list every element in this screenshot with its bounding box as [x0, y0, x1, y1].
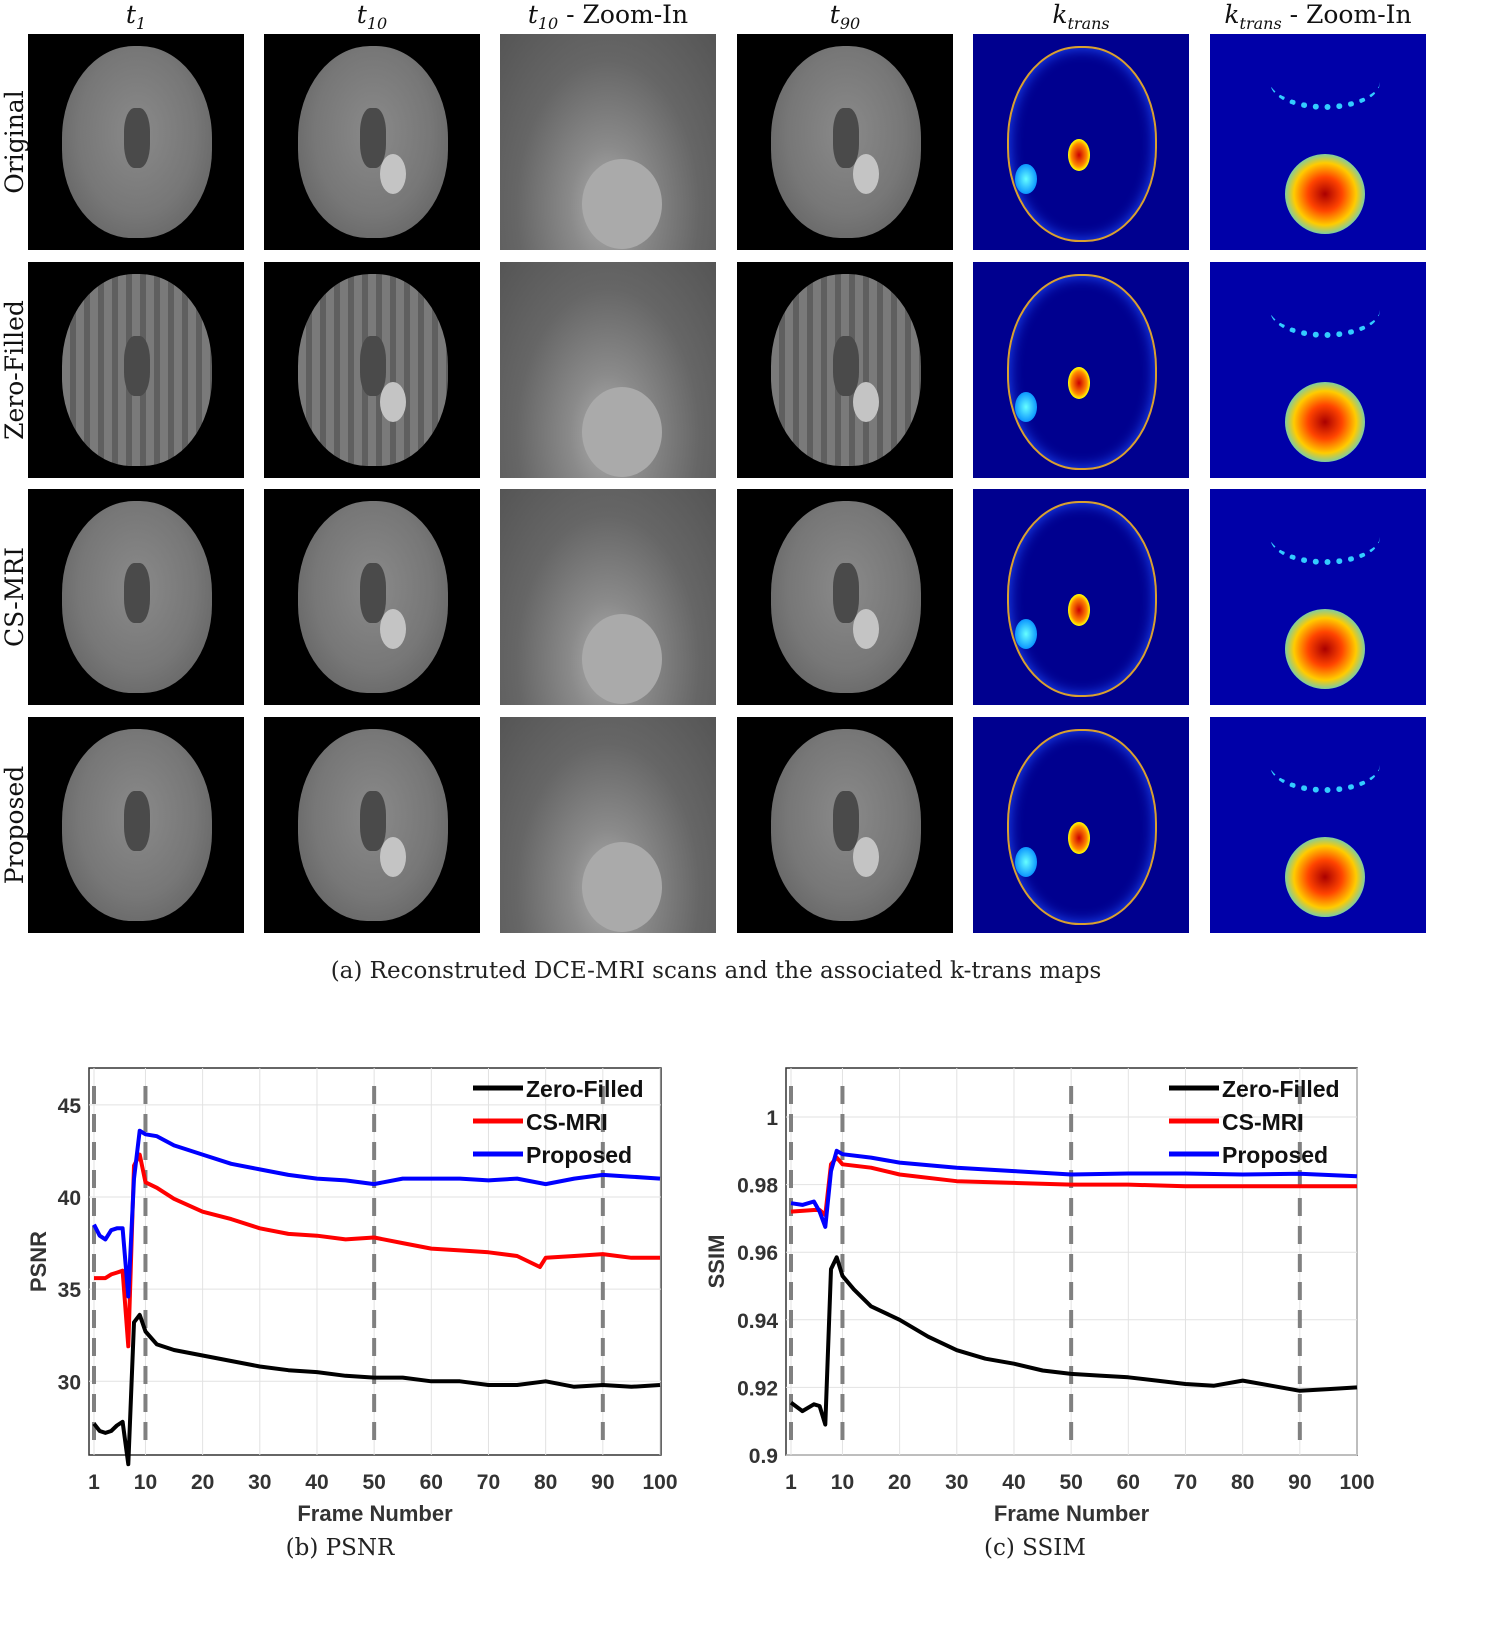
x-tick-label: 20 [191, 1471, 214, 1494]
x-tick-label: 10 [831, 1471, 854, 1494]
y-axis-label: PSNR [26, 1231, 51, 1292]
mri-zoom-image [500, 262, 716, 478]
column-header: t90 [829, 0, 861, 33]
column-header: t10 [356, 0, 388, 33]
x-tick-label: 70 [477, 1471, 500, 1494]
x-tick-label: 80 [1231, 1471, 1254, 1494]
x-tick-label: 90 [1288, 1471, 1311, 1494]
column-header: t1 [125, 0, 147, 33]
ktrans-map-image [973, 717, 1189, 933]
y-tick-label: 0.94 [737, 1310, 778, 1333]
row-label: Original [0, 90, 29, 194]
mri-scan-image [28, 489, 244, 705]
row-label: Proposed [0, 765, 29, 885]
mri-zoom-image [500, 489, 716, 705]
x-tick-label: 60 [1117, 1471, 1140, 1494]
mri-zoom-image [500, 34, 716, 250]
legend-label: CS-MRI [526, 1109, 608, 1135]
mri-scan-image [264, 489, 480, 705]
x-axis-label: Frame Number [297, 1501, 453, 1526]
y-axis-label: SSIM [704, 1235, 729, 1289]
x-tick-label: 100 [642, 1471, 677, 1494]
series-line-zero-filled [789, 1255, 1358, 1427]
legend-label: Proposed [1222, 1142, 1328, 1168]
x-tick-label: 90 [591, 1471, 614, 1494]
series-line-proposed [790, 1148, 1358, 1229]
x-tick-label: 10 [134, 1471, 157, 1494]
series-line-cs-mri [94, 1152, 660, 1349]
x-axis-label: Frame Number [994, 1501, 1150, 1526]
x-tick-label: 60 [420, 1471, 443, 1494]
legend-label: CS-MRI [1222, 1109, 1304, 1135]
series-line-zero-filled [92, 1312, 661, 1467]
y-tick-label: 0.92 [737, 1377, 778, 1400]
column-header: ktrans [1052, 0, 1110, 33]
x-tick-label: 50 [1059, 1471, 1082, 1494]
x-tick-label: 70 [1174, 1471, 1197, 1494]
x-tick-label: 30 [945, 1471, 968, 1494]
column-header: ktrans - Zoom-In [1224, 0, 1412, 33]
psnr-chart: 1 10 20 30 40 50 60 70 80 90 100 30 35 40 45 Zero-Fille… [26, 1067, 678, 1526]
x-tick-label: 20 [888, 1471, 911, 1494]
x-tick-label: 100 [1339, 1471, 1374, 1494]
mri-scan-image [264, 34, 480, 250]
mri-scan-image [737, 489, 953, 705]
mri-scan-image [264, 717, 480, 933]
mri-scan-image [28, 717, 244, 933]
ktrans-map-image [973, 262, 1189, 478]
x-tick-label: 50 [362, 1471, 385, 1494]
x-tick-label: 1 [785, 1471, 797, 1494]
x-tick-label: 1 [88, 1471, 100, 1494]
y-tick-label: 30 [58, 1371, 81, 1394]
mri-scan-image [737, 717, 953, 933]
mri-scan-image [28, 34, 244, 250]
mri-scan-image [737, 262, 953, 478]
x-tick-label: 30 [248, 1471, 271, 1494]
ktrans-zoom-image [1210, 262, 1426, 478]
y-tick-label: 40 [58, 1187, 81, 1210]
caption-c: (c) SSIM [984, 1535, 1086, 1561]
legend-label: Proposed [526, 1142, 632, 1168]
mri-scan-image [264, 262, 480, 478]
ktrans-zoom-image [1210, 489, 1426, 705]
x-tick-label: 80 [534, 1471, 557, 1494]
row-label: Zero-Filled [0, 300, 29, 440]
row-label: CS-MRI [0, 547, 29, 647]
x-tick-label: 40 [1002, 1471, 1025, 1494]
y-tick-label: 0.9 [749, 1445, 778, 1468]
y-tick-label: 0.98 [737, 1175, 778, 1198]
column-header: t10 - Zoom-In [527, 0, 689, 33]
x-tick-label: 40 [305, 1471, 328, 1494]
y-tick-label: 45 [58, 1095, 82, 1118]
mri-zoom-image [500, 717, 716, 933]
mri-scan-image [737, 34, 953, 250]
legend-label: Zero-Filled [1222, 1076, 1340, 1102]
legend-label: Zero-Filled [526, 1076, 644, 1102]
y-tick-label: 35 [58, 1279, 82, 1302]
series-line-cs-mri [790, 1155, 1357, 1217]
y-tick-label: 0.96 [737, 1242, 778, 1265]
caption-a: (a) Reconstruted DCE-MRI scans and the a… [330, 958, 1102, 984]
series-line-proposed [92, 1128, 661, 1299]
ssim-chart: 1 10 20 30 40 50 60 70 80 90 100 0.9 0.92 0.94 0.96 0.9… [704, 1067, 1375, 1526]
ktrans-map-image [973, 34, 1189, 250]
mri-scan-image [28, 262, 244, 478]
caption-b: (b) PSNR [285, 1535, 395, 1561]
ktrans-zoom-image [1210, 34, 1426, 250]
ktrans-zoom-image [1210, 717, 1426, 933]
y-tick-label: 1 [766, 1107, 778, 1130]
ktrans-map-image [973, 489, 1189, 705]
